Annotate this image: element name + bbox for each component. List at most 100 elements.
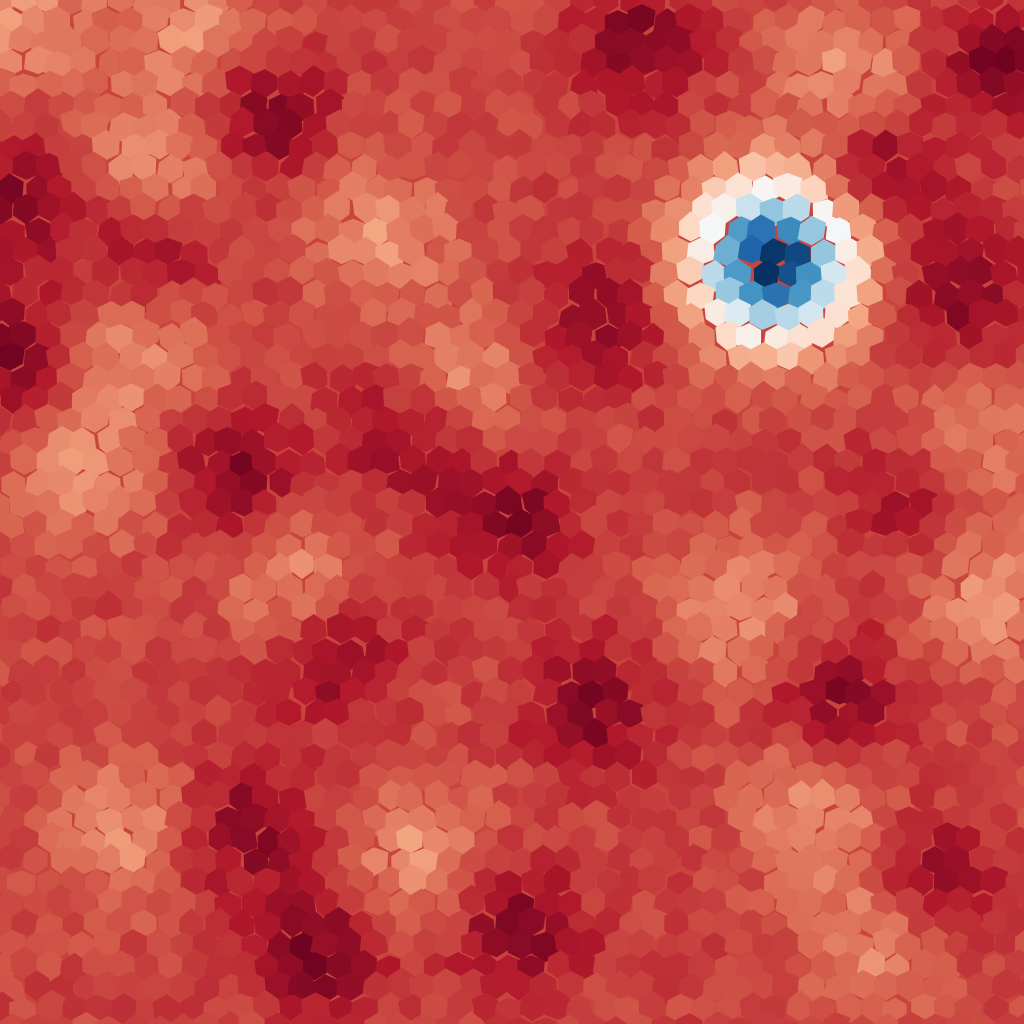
mosaic-cell [545,781,572,813]
mosaic-cell [106,235,135,267]
mosaic-cell [849,1014,875,1024]
mosaic-cell [508,718,537,751]
mosaic-cell [519,318,549,347]
mosaic-cell [908,404,937,432]
mosaic-cell [0,257,24,286]
mosaic-cell [471,404,498,434]
mosaic-cell [446,26,475,58]
mosaic-cell [371,573,400,605]
mosaic-cell [954,403,983,432]
mosaic-cell [724,380,752,414]
mosaic-cell [482,424,509,452]
mosaic-cell [1014,472,1024,498]
mosaic-cell [231,151,257,180]
mosaic-cell [398,235,426,266]
mosaic-cell [547,950,575,980]
mosaic-cell [37,782,63,813]
mosaic-cell [157,24,186,55]
mosaic-cell [530,931,560,963]
mosaic-cell [7,870,36,899]
mosaic-cell [456,551,484,581]
mosaic-cell [276,573,303,603]
mosaic-cell [108,153,134,186]
mosaic-cell [652,631,681,664]
mosaic-cell [130,909,157,938]
mosaic-cell [981,149,1007,180]
mosaic-cell [807,71,837,100]
mosaic-cell [664,699,692,731]
mosaic-cell [413,928,439,960]
mosaic-cell [0,511,25,543]
mosaic-cell [533,889,562,919]
mosaic-cell [146,929,175,960]
mosaic-cell [568,275,595,307]
mosaic-cell [968,762,998,790]
mosaic-cell [1019,387,1024,409]
mosaic-cell [325,109,354,142]
mosaic-cell [907,0,933,16]
mosaic-cell [176,444,207,477]
mosaic-cell [772,45,802,77]
mosaic-cell [741,654,769,685]
mosaic-cell [517,907,546,937]
mosaic-cell [651,677,679,710]
mosaic-cell [141,173,169,203]
mosaic-cell [932,739,960,769]
mosaic-cell [897,212,924,245]
mosaic-cell [130,363,159,394]
mosaic-cell [833,951,863,983]
mosaic-cell [397,363,426,392]
mosaic-cell [849,631,876,666]
mosaic-cell [689,700,718,730]
mosaic-cell [592,951,619,981]
mosaic-cell [596,277,623,310]
mosaic-cell [568,949,597,980]
mosaic-cell [820,260,850,288]
mosaic-cell [202,24,233,58]
mosaic-cell [871,171,899,201]
mosaic-cell [181,610,209,641]
mosaic-cell [365,634,392,667]
mosaic-cell [895,552,924,579]
mosaic-cell [61,67,88,98]
mosaic-cell [750,85,780,120]
mosaic-cell [737,234,766,264]
mosaic-cell [665,527,694,558]
mosaic-cell [704,548,732,581]
mosaic-cell [425,573,452,606]
mosaic-cell [461,174,488,204]
mosaic-cell [677,929,705,958]
mosaic-cell [479,719,509,752]
mosaic-cell [407,888,435,917]
mosaic-cell [957,616,986,647]
mosaic-cell [267,172,296,204]
mosaic-cell [292,677,320,706]
mosaic-cell [44,927,71,959]
mosaic-cell [119,300,145,329]
mosaic-cell [896,761,923,792]
mosaic-cell [311,717,340,752]
mosaic-cell [118,383,145,412]
mosaic-cell [363,887,392,916]
mosaic-cell [142,259,172,289]
mosaic-cell [543,655,572,684]
mosaic-cell [265,764,294,794]
mosaic-cell [422,68,452,96]
mosaic-cell [336,971,365,1001]
mosaic-cell [994,757,1023,789]
mosaic-cell [583,799,612,830]
mosaic-cell [652,508,680,538]
mosaic-cell [189,132,218,164]
mosaic-cell [81,24,110,56]
mosaic-cell [678,130,705,161]
mosaic-cell [335,926,364,961]
mosaic-cell [47,465,77,497]
mosaic-cell [363,88,390,121]
mosaic-cell [736,193,765,222]
mosaic-cell [751,464,780,496]
mosaic-cell [323,487,353,518]
mosaic-cell [288,422,316,456]
mosaic-cell [434,928,461,960]
mosaic-cell [280,739,306,772]
mosaic-cell [906,191,933,222]
